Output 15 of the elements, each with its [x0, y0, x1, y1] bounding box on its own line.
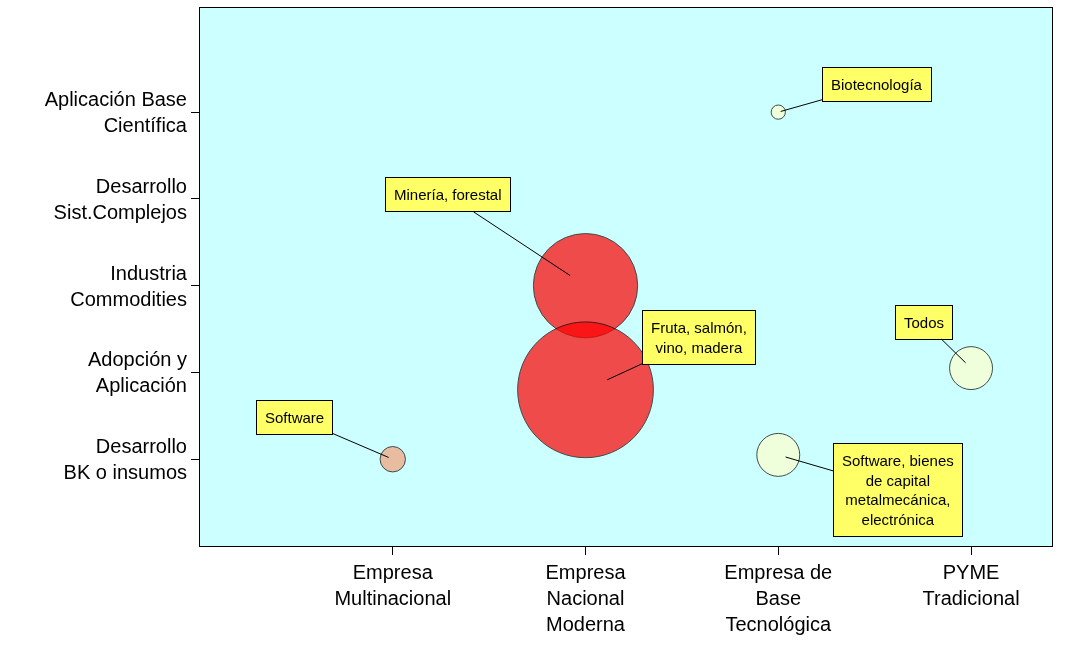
x-tick-label: PYME Tradicional — [922, 561, 1020, 609]
category-label: Desarrollo Sist.Complejos — [53, 174, 187, 223]
annotation: Biotecnología — [831, 76, 923, 93]
annotation: Todos — [904, 314, 945, 331]
annotation: Fruta, salmón, vino, madera — [651, 319, 747, 356]
category-label: Aplicación Base Científica — [44, 88, 187, 137]
annotation: Software, bienes de capital metalmecánica, electrónica — [842, 452, 954, 528]
x-tick-label: Empresa Multinacional — [334, 561, 452, 609]
x-tick-label: Empresa Nacional Moderna — [545, 561, 627, 635]
category-label: Desarrollo BK o insumos — [63, 435, 187, 484]
annotation: Minería, forestal — [394, 186, 502, 203]
x-tick-label: Empresa de Base Tecnológica — [724, 561, 833, 635]
category-label: Industria Commodities — [70, 261, 187, 310]
annotation: Software — [265, 409, 325, 426]
category-label: Adopción y Aplicación — [88, 348, 187, 397]
